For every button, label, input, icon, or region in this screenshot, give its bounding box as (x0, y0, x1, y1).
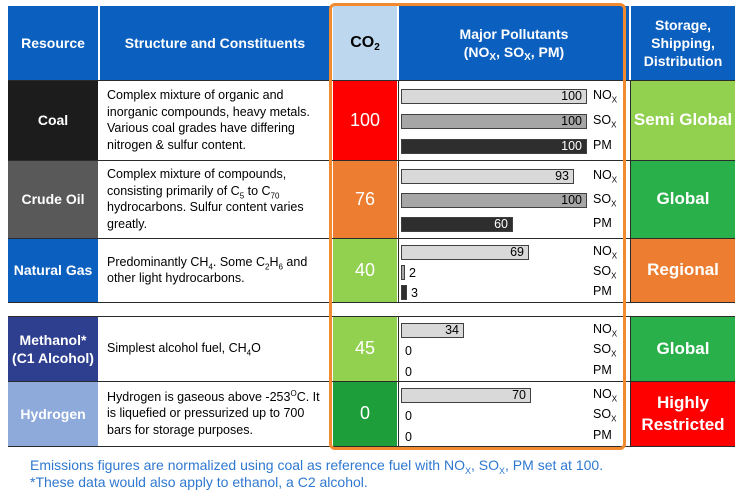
resource-cell-hydrogen: Hydrogen (8, 381, 98, 446)
description-coal: Complex mixture of organic and inorganic… (100, 80, 330, 160)
storage-coal: Semi Global (631, 80, 735, 160)
row-divider (8, 80, 735, 81)
storage-natural-gas: Regional (631, 238, 735, 302)
description-hydrogen: Hydrogen is gaseous above -253OC. It is … (100, 381, 330, 446)
pollutant-label-sox: SOX (593, 264, 617, 281)
bar-value-sox: 0 (405, 409, 412, 423)
bar-value-sox: 2 (409, 266, 416, 280)
bar-value-pm: 3 (411, 286, 418, 300)
row-divider (8, 381, 735, 382)
bar-pm: 100 (401, 139, 587, 154)
column-divider (630, 80, 631, 302)
pollutants-header: Major Pollutants (NOX, SOX, PM) (399, 6, 629, 80)
pollutant-label-sox: SOX (593, 192, 617, 209)
co2-value-natural-gas: 40 (333, 238, 397, 302)
pollutant-label-nox: NOX (593, 168, 618, 185)
storage-crude-oil: Global (631, 160, 735, 238)
co2-value-methanol: 45 (333, 316, 397, 381)
pollutant-label-pm: PM (593, 284, 612, 298)
resource-cell-methanol: Methanol* (C1 Alcohol) (8, 316, 98, 381)
footnote-line1: Emissions figures are normalized using c… (30, 457, 604, 476)
bar-sox (401, 265, 405, 280)
pollutant-label-pm: PM (593, 428, 612, 442)
co2-value-hydrogen: 0 (333, 381, 397, 446)
bar-nox: 34 (401, 323, 464, 338)
storage-methanol: Global (631, 316, 735, 381)
column-divider (398, 80, 399, 302)
resource-cell-coal: Coal (8, 80, 98, 160)
pollutant-label-pm: PM (593, 216, 612, 230)
pollutant-label-nox: NOX (593, 387, 618, 404)
pollutant-label-sox: SOX (593, 407, 617, 424)
storage-hydrogen: Highly Restricted (631, 381, 735, 446)
row-divider (8, 446, 735, 447)
pollutant-label-nox: NOX (593, 244, 618, 261)
bar-value-pm: 0 (405, 430, 412, 444)
co2-value-crude-oil: 76 (333, 160, 397, 238)
bar-nox: 70 (401, 388, 531, 403)
row-divider (8, 238, 735, 239)
pollutant-label-nox: NOX (593, 88, 618, 105)
resource-cell-crude-oil: Crude Oil (8, 160, 98, 238)
co2-value-coal: 100 (333, 80, 397, 160)
structure-header: Structure and Constituents (100, 6, 330, 80)
row-divider (8, 160, 735, 161)
description-crude-oil: Complex mixture of compounds, consisting… (100, 160, 330, 238)
bar-nox: 100 (401, 89, 587, 104)
bar-nox: 93 (401, 169, 574, 184)
column-divider (398, 316, 399, 446)
resource-cell-natural-gas: Natural Gas (8, 238, 98, 302)
co2-header: CO2 (333, 6, 397, 80)
pollutant-label-sox: SOX (593, 113, 617, 130)
row-divider (8, 316, 735, 317)
pollutant-label-sox: SOX (593, 342, 617, 359)
pollutant-label-pm: PM (593, 138, 612, 152)
bar-pm (401, 285, 407, 300)
footnote-line2: *These data would also apply to ethanol,… (30, 474, 368, 490)
bar-value-sox: 0 (405, 344, 412, 358)
resource-header: Resource (8, 6, 98, 80)
pollutant-label-pm: PM (593, 363, 612, 377)
description-methanol: Simplest alcohol fuel, CH4O (100, 316, 330, 381)
pollutant-label-nox: NOX (593, 322, 618, 339)
bar-sox: 100 (401, 193, 587, 208)
bar-nox: 69 (401, 245, 529, 260)
description-natural-gas: Predominantly CH4. Some C2H6 and other l… (100, 238, 330, 302)
column-divider (630, 316, 631, 446)
pollutants-header-line1: Major Pollutants (459, 26, 569, 42)
bar-sox: 100 (401, 114, 587, 129)
row-divider (8, 302, 735, 303)
bar-value-pm: 0 (405, 365, 412, 379)
storage-header: Storage, Shipping, Distribution (631, 6, 735, 80)
pollutants-header-line2: (NOX, SOX, PM) (463, 44, 565, 63)
co2-header-text: CO2 (350, 34, 380, 53)
bar-pm: 60 (401, 217, 513, 232)
